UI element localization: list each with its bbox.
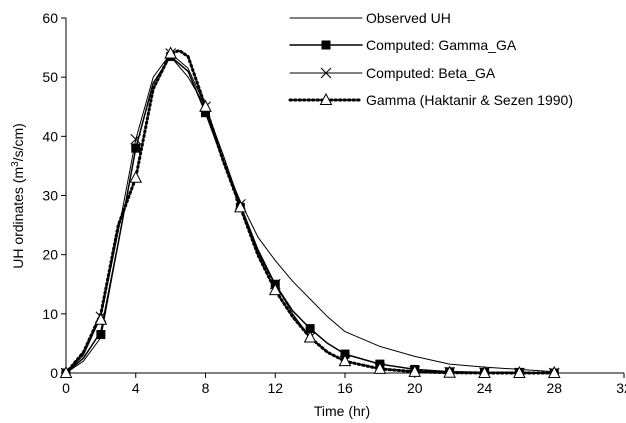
legend-label: Gamma (Haktanir & Sezen 1990) [366, 92, 573, 108]
data-point [59, 365, 73, 378]
y-tick-label: 50 [42, 69, 58, 85]
data-point [443, 365, 456, 378]
legend-label: Observed UH [366, 10, 451, 26]
data-point [305, 324, 315, 334]
legend-entry-3: Computed: Beta_GA [289, 65, 496, 81]
y-axis-title-sup: 3 [10, 161, 21, 167]
data-point [408, 364, 422, 377]
y-tick-label: 40 [42, 128, 58, 144]
x-tick-label: 20 [407, 380, 423, 396]
data-point [96, 330, 106, 340]
y-axis-title-tail: /s/cm) [10, 123, 26, 161]
y-axis-ticks: 0 10 20 30 40 50 60 [42, 10, 66, 381]
x-tick-label: 16 [337, 380, 353, 396]
legend: Observed UH Computed: Gamma_GA Computed: B… [288, 10, 573, 108]
x-tick-label: 24 [477, 380, 493, 396]
legend-marker [319, 92, 333, 105]
data-point [130, 133, 142, 145]
data-point [164, 46, 177, 59]
legend-label: Computed: Gamma_GA [366, 37, 517, 53]
y-tick-label: 20 [42, 247, 58, 263]
y-tick-label: 10 [42, 306, 58, 322]
x-tick-label: 12 [267, 380, 283, 396]
x-marker-stroke [130, 133, 142, 145]
data-point [338, 354, 352, 367]
data-point [373, 361, 387, 374]
data-point [547, 365, 561, 378]
axes [65, 18, 624, 374]
series-layer [59, 46, 561, 379]
data-point [199, 99, 212, 112]
series-4 [59, 46, 561, 378]
data-point [303, 330, 317, 343]
y-tick-label: 60 [42, 10, 58, 26]
legend-marker [320, 67, 332, 79]
data-point [131, 143, 141, 153]
x-axis-ticks: 0 4 8 12 16 20 24 28 32 [62, 373, 626, 396]
legend-marker [321, 40, 331, 50]
data-point [129, 170, 143, 183]
legend-label: Computed: Beta_GA [366, 65, 496, 81]
y-tick-label: 0 [50, 365, 58, 381]
y-axis-title: UH ordinates (m3/s/cm) [10, 123, 26, 269]
x-axis-title: Time (hr) [314, 403, 370, 419]
legend-entry-4: Gamma (Haktanir & Sezen 1990) [288, 92, 573, 108]
x-marker-stroke [320, 67, 332, 79]
data-point [340, 349, 350, 359]
x-tick-label: 32 [616, 380, 626, 396]
x-tick-label: 4 [132, 380, 140, 396]
y-tick-label: 30 [42, 188, 58, 204]
data-point [478, 365, 491, 378]
data-point [234, 200, 247, 213]
x-tick-label: 0 [62, 380, 70, 396]
data-point [513, 365, 526, 378]
data-point [94, 312, 108, 325]
y-axis-title-main: UH ordinates (m [10, 167, 26, 269]
legend-entry-2: Computed: Gamma_GA [289, 37, 517, 53]
data-point [201, 108, 210, 118]
x-tick-label: 28 [546, 380, 562, 396]
x-tick-label: 8 [202, 380, 210, 396]
data-point [268, 283, 282, 296]
legend-entry-1: Observed UH [289, 10, 451, 26]
series-line [64, 49, 556, 375]
